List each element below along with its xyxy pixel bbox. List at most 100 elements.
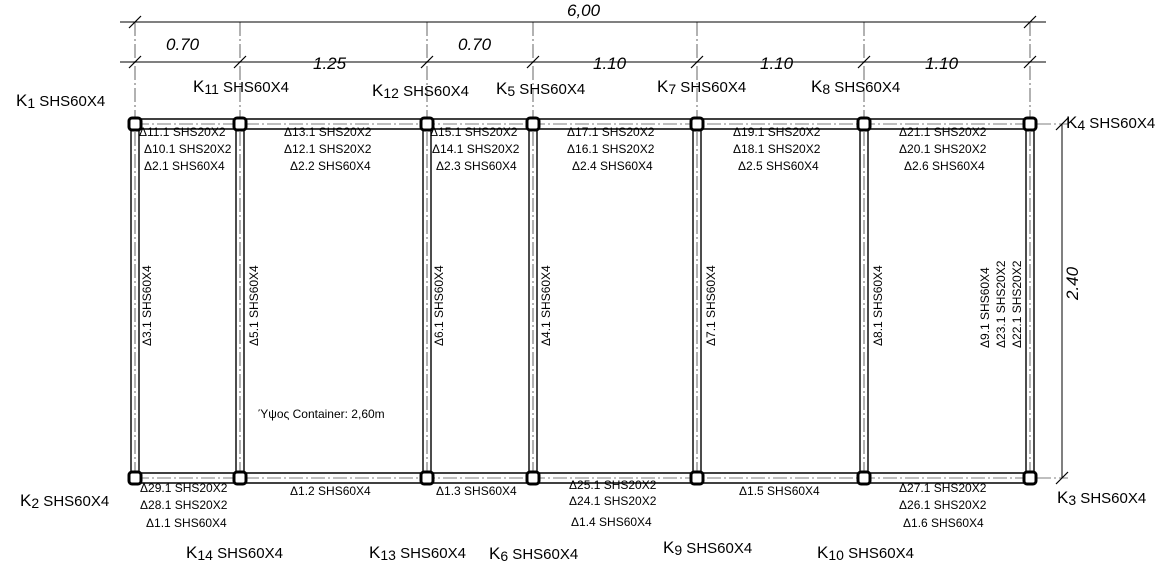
column-label-part: SHS60X4	[39, 493, 109, 510]
top-member-label: Δ16.1 SHS20X2	[567, 142, 655, 156]
vertical-member-label: Δ4.1 SHS60X4	[539, 265, 553, 346]
column-node	[525, 470, 541, 486]
top-member-label: Δ2.2 SHS60X4	[290, 159, 371, 173]
frame-geometry	[120, 15, 1069, 486]
column-label-part: SHS60X4	[213, 545, 283, 562]
column-label-part: 8	[822, 81, 830, 97]
top-member-label: Δ14.1 SHS20X2	[432, 142, 520, 156]
column-node	[1022, 116, 1038, 132]
column-label-part: 13	[380, 547, 396, 563]
column-label-k8: K8 SHS60X4	[811, 77, 900, 97]
column-label-k6: K6 SHS60X4	[489, 544, 578, 564]
dimension-tick	[128, 15, 142, 29]
column-node	[127, 470, 143, 486]
column-node	[856, 470, 872, 486]
column-label-k13: K13 SHS60X4	[369, 543, 466, 563]
bottom-member-label: Δ1.6 SHS60X4	[903, 516, 984, 530]
bay-dimension-label: 0.70	[166, 35, 200, 54]
bottom-member-label: Δ28.1 SHS20X2	[140, 498, 228, 512]
column-label-part: K	[817, 543, 829, 562]
vertical-member-label: Δ6.1 SHS60X4	[432, 265, 446, 346]
bay-dimension-label: 1.10	[760, 54, 794, 73]
column-label-part: SHS60X4	[682, 540, 752, 557]
column-label-k5: K5 SHS60X4	[496, 79, 585, 99]
column-label-part: SHS60X4	[676, 79, 746, 96]
column-label-part: SHS60X4	[508, 546, 578, 563]
column-label-k3: K3 SHS60X4	[1057, 488, 1146, 508]
right-edge-member-label: Δ23.1 SHS20X2	[994, 260, 1008, 348]
column-node	[689, 470, 705, 486]
bay-dimension-label: 1.25	[313, 54, 347, 73]
column-node	[689, 116, 705, 132]
dimension-tick	[690, 55, 704, 69]
column-label-part: SHS60X4	[396, 545, 466, 562]
top-member-label: Δ2.6 SHS60X4	[904, 159, 985, 173]
column-label-part: 11	[204, 81, 219, 97]
top-member-label: Δ21.1 SHS20X2	[899, 125, 987, 139]
column-label-part: SHS60X4	[830, 79, 900, 96]
column-node	[856, 116, 872, 132]
column-label-part: SHS60X4	[1076, 490, 1146, 507]
column-node	[232, 116, 248, 132]
column-label-part: 9	[674, 542, 682, 558]
dimension-tick	[128, 55, 142, 69]
column-label-part: 10	[828, 547, 844, 563]
column-label-part: K	[663, 538, 675, 557]
vertical-member-label: Δ3.1 SHS60X4	[140, 265, 154, 346]
vertical-member-label: Δ8.1 SHS60X4	[871, 265, 885, 346]
column-label-k11: K11 SHS60X4	[193, 77, 289, 97]
bay-dimension-label: 0.70	[458, 35, 492, 54]
overall-dimension-label: 6,00	[567, 1, 601, 20]
column-label-part: SHS60X4	[1085, 115, 1155, 132]
top-member-label: Δ11.1 SHS20X2	[139, 125, 226, 139]
right-edge-member-label: Δ22.1 SHS20X2	[1010, 260, 1024, 348]
column-label-part: 12	[383, 85, 399, 101]
top-member-label: Δ18.1 SHS20X2	[733, 142, 821, 156]
column-label-part: SHS60X4	[399, 83, 469, 100]
top-member-label: Δ15.1 SHS20X2	[430, 125, 518, 139]
column-label-part: 5	[507, 83, 515, 99]
dimension-tick	[233, 55, 247, 69]
top-member-label: Δ2.5 SHS60X4	[738, 159, 819, 173]
column-label-part: K	[186, 543, 198, 562]
dimension-tick	[1055, 117, 1069, 131]
top-member-label: Δ10.1 SHS20X2	[144, 142, 232, 156]
bottom-member-label: Δ29.1 SHS20X2	[140, 481, 228, 495]
column-label-k4: K4 SHS60X4	[1066, 113, 1155, 133]
dimension-tick	[420, 55, 434, 69]
column-node	[525, 116, 541, 132]
column-label-k14: K14 SHS60X4	[186, 543, 283, 563]
column-label-part: 4	[1077, 117, 1085, 133]
bay-dimension-label: 1.10	[925, 54, 959, 73]
top-member-label: Δ20.1 SHS20X2	[899, 142, 987, 156]
bottom-member-label: Δ1.3 SHS60X4	[436, 484, 517, 498]
top-member-label: Δ2.1 SHS60X4	[144, 159, 225, 173]
column-label-part: K	[193, 77, 205, 96]
container-height-note: Ύψος Container: 2,60m	[258, 407, 385, 421]
top-member-label: Δ19.1 SHS20X2	[733, 125, 821, 139]
column-label-part: K	[1057, 488, 1069, 507]
column-label-k1: K1 SHS60X4	[16, 91, 105, 111]
column-label-part: 6	[500, 548, 508, 564]
bottom-member-label: Δ1.4 SHS60X4	[571, 515, 652, 529]
column-label-part: K	[16, 91, 28, 110]
column-label-part: SHS60X4	[35, 93, 105, 110]
column-label-part: K	[496, 79, 508, 98]
column-node	[1022, 470, 1038, 486]
dimension-tick	[1023, 55, 1037, 69]
column-label-part: K	[369, 543, 381, 562]
top-member-label: Δ17.1 SHS20X2	[567, 125, 655, 139]
column-label-part: SHS60X4	[219, 79, 289, 96]
vertical-member-label: Δ5.1 SHS60X4	[247, 265, 261, 346]
column-node	[419, 470, 435, 486]
vertical-member-label: Δ7.1 SHS60X4	[704, 265, 718, 346]
column-label-part: K	[20, 491, 32, 510]
right-edge-member-label: Δ9.1 SHS60X4	[978, 267, 992, 348]
dimension-tick	[857, 55, 871, 69]
top-member-label: Δ13.1 SHS20X2	[284, 125, 372, 139]
column-label-part: K	[811, 77, 823, 96]
bottom-member-label: Δ27.1 SHS20X2	[899, 481, 987, 495]
column-label-k9: K9 SHS60X4	[663, 538, 752, 558]
